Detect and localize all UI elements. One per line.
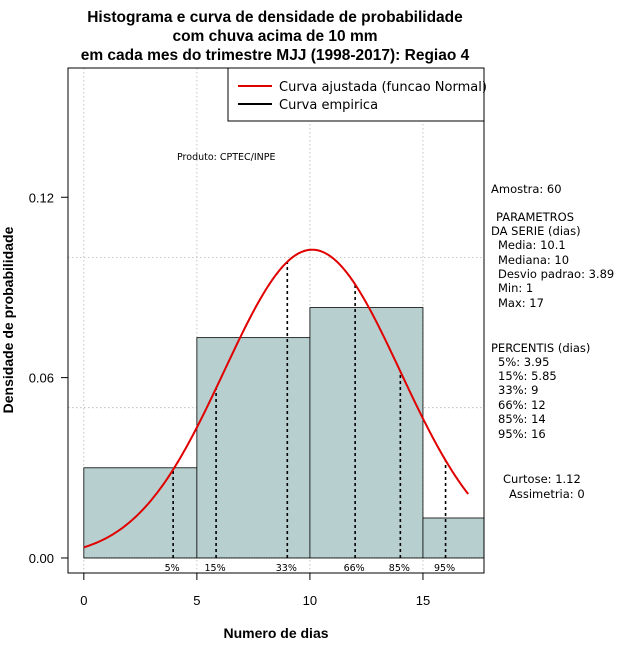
legend: Curva ajustada (funcao Normal) Curva emp… [227, 67, 487, 122]
percentil-95: 95%: 16 [498, 427, 546, 441]
percentil-66: 66%: 12 [498, 398, 546, 412]
percentil-85: 85%: 14 [498, 412, 546, 426]
percentil-15: 15%: 5.85 [498, 369, 557, 383]
x-tick-label-1: 5 [193, 593, 200, 608]
y-axis-ticks: 0.00 0.06 0.12 [29, 190, 68, 566]
param-sd: Desvio padrao: 3.89 [498, 267, 614, 281]
percentile-label-0: 5% [165, 563, 180, 574]
percentile-label-4: 85% [389, 563, 410, 574]
y-tick-label-0: 0.00 [29, 551, 54, 566]
percentil-5: 5%: 3.95 [498, 355, 549, 369]
param-min: Min: 1 [498, 281, 533, 295]
chart-title-line-2: com chuva acima de 10 mm [172, 28, 377, 45]
percentile-label-2: 33% [276, 563, 297, 574]
chart-title-line-3: em cada mes do trimestre MJJ (1998-2017)… [81, 47, 470, 64]
legend-box [227, 67, 485, 122]
curtose: Curtose: 1.12 [503, 472, 581, 486]
percentile-label-1: 15% [205, 563, 226, 574]
x-tick-label-2: 10 [303, 593, 317, 608]
x-axis-ticks: 0 5 10 15 [80, 573, 430, 608]
assimetria: Assimetria: 0 [509, 487, 585, 501]
param-median: Mediana: 10 [498, 253, 569, 267]
params-title-1: PARAMETROS [496, 210, 574, 224]
x-axis-label: Numero de dias [223, 625, 328, 641]
y-tick-label-2: 0.12 [29, 190, 54, 205]
chart-title-line-1: Histograma e curva de densidade de proba… [87, 9, 463, 26]
legend-empirical-label: Curva empirica [279, 98, 378, 113]
percentis-title: PERCENTIS (dias) [491, 341, 590, 355]
side-panel: Amostra: 60 PARAMETROS DA SERIE (dias) M… [491, 182, 614, 501]
fitted-curve [83, 248, 469, 549]
histogram-bars [83, 307, 485, 559]
histogram-bar-1 [196, 337, 311, 559]
histogram-bar-3 [422, 517, 485, 559]
percentil-33: 33%: 9 [498, 383, 538, 397]
product-annotation: Produto: CPTEC/INPE [177, 152, 276, 163]
y-axis-label: Densidade de probabilidade [0, 226, 16, 413]
histogram-bar-2 [309, 307, 424, 559]
percentile-label-5: 95% [434, 563, 455, 574]
param-max: Max: 17 [498, 296, 544, 310]
percentile-label-3: 66% [344, 563, 365, 574]
x-tick-label-0: 0 [80, 593, 87, 608]
fitted-normal-curve [83, 248, 469, 549]
sample-size: Amostra: 60 [491, 182, 562, 196]
x-tick-label-3: 15 [416, 593, 430, 608]
params-title-2: DA SERIE (dias) [491, 224, 581, 238]
legend-fitted-label: Curva ajustada (funcao Normal) [279, 80, 487, 95]
percentile-lines: 5% 15% 33% 66% 85% 95% [165, 261, 455, 574]
y-tick-label-1: 0.06 [29, 371, 54, 386]
param-mean: Media: 10.1 [498, 238, 566, 252]
